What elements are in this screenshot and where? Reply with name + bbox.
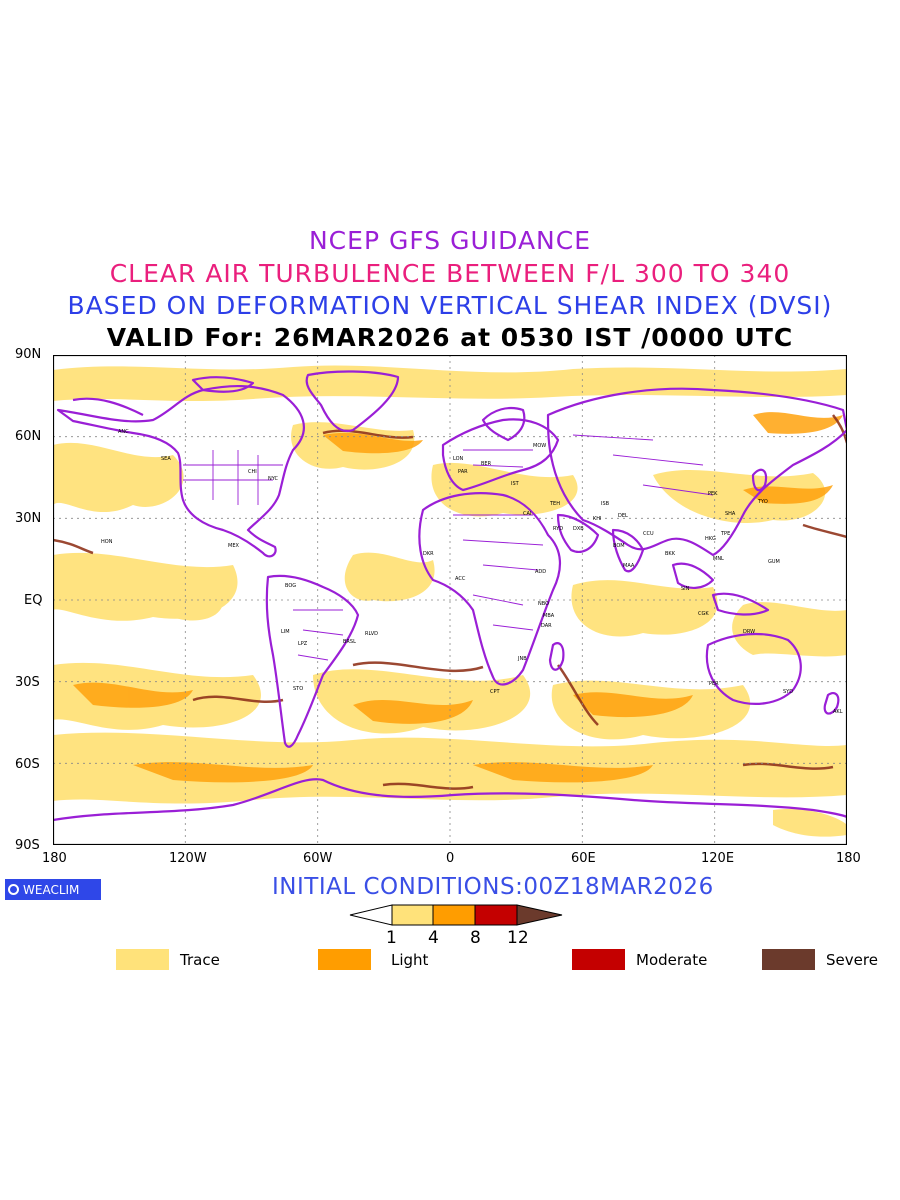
svg-text:BER: BER: [481, 461, 492, 467]
svg-text:LON: LON: [453, 456, 464, 462]
svg-text:IST: IST: [511, 481, 520, 487]
svg-text:RLVD: RLVD: [365, 631, 378, 637]
legend-label-light: Light: [391, 951, 429, 969]
colorbar-tick-4: 4: [428, 928, 439, 948]
svg-text:MAA: MAA: [623, 563, 635, 569]
svg-text:GUM: GUM: [768, 559, 780, 565]
svg-text:JNB: JNB: [517, 656, 527, 662]
colorbar-tick-1: 1: [386, 928, 397, 948]
svg-text:BKK: BKK: [665, 551, 676, 557]
svg-text:DEL: DEL: [618, 513, 628, 519]
colorbar-moderate: [474, 904, 518, 926]
svg-text:TYO: TYO: [757, 499, 768, 505]
svg-text:AKL: AKL: [833, 709, 843, 715]
legend-label-moderate: Moderate: [636, 951, 708, 969]
svg-text:MEX: MEX: [228, 543, 239, 549]
lat-label-90n: 90N: [15, 347, 42, 362]
svg-text:TEH: TEH: [549, 501, 560, 507]
svg-text:BOG: BOG: [285, 583, 296, 589]
svg-text:CGK: CGK: [698, 611, 709, 617]
svg-text:ADD: ADD: [535, 569, 546, 575]
lat-label-eq: EQ: [24, 593, 43, 608]
svg-text:SYD: SYD: [783, 689, 793, 695]
lon-label-120e: 120E: [701, 851, 735, 866]
lat-label-90s: 90S: [15, 838, 40, 853]
svg-text:STO: STO: [293, 686, 303, 692]
svg-text:CPT: CPT: [490, 689, 501, 695]
svg-text:KHI: KHI: [593, 516, 602, 522]
svg-text:MBA: MBA: [543, 613, 555, 619]
valid-time: VALID For: 26MAR2026 at 0530 IST /0000 U…: [106, 323, 794, 352]
legend-swatch-severe: [762, 949, 815, 970]
logo-text: WEACLIM: [23, 882, 80, 897]
colorbar-under: [349, 904, 393, 926]
svg-text:NBO: NBO: [538, 601, 549, 607]
svg-text:SEA: SEA: [161, 456, 171, 462]
lat-label-60n: 60N: [15, 429, 42, 444]
turbulence-map: ANC HON MEX BOG LIM LPZ STO BRSL RLVD DK…: [53, 355, 847, 845]
svg-text:PEK: PEK: [708, 491, 718, 497]
colorbar-trace: [391, 904, 434, 926]
lon-label-60e: 60E: [571, 851, 596, 866]
svg-text:LPZ: LPZ: [298, 641, 308, 647]
legend-swatch-light: [318, 949, 371, 970]
colorbar-tick-8: 8: [470, 928, 481, 948]
turbulence-field: [53, 365, 847, 837]
colorbar-severe: [516, 904, 563, 926]
legend-label-trace: Trace: [180, 951, 220, 969]
lon-label-60w: 60W: [303, 851, 333, 866]
legend-label-severe: Severe: [826, 951, 878, 969]
svg-text:ACC: ACC: [455, 576, 466, 582]
svg-text:NYC: NYC: [268, 476, 279, 482]
svg-text:MNL: MNL: [713, 556, 724, 562]
svg-text:DKR: DKR: [423, 551, 434, 557]
svg-text:PER: PER: [709, 681, 719, 687]
svg-text:PAR: PAR: [458, 469, 468, 475]
svg-text:MOW: MOW: [533, 443, 546, 449]
station-labels: ANC HON MEX BOG LIM LPZ STO BRSL RLVD DK…: [101, 429, 843, 715]
logo-ring-icon: [8, 884, 19, 895]
lat-label-30n: 30N: [15, 511, 42, 526]
lon-label-0: 0: [446, 851, 455, 866]
svg-text:BOM: BOM: [613, 543, 625, 549]
svg-text:BRSL: BRSL: [343, 639, 356, 645]
title-line-3: BASED ON DEFORMATION VERTICAL SHEAR INDE…: [67, 291, 833, 320]
legend-swatch-trace: [116, 949, 169, 970]
colorbar-tick-12: 12: [507, 928, 529, 948]
svg-text:ANC: ANC: [118, 429, 129, 435]
svg-text:HON: HON: [101, 539, 113, 545]
lat-label-30s: 30S: [15, 675, 40, 690]
legend-swatch-moderate: [572, 949, 625, 970]
initial-conditions: INITIAL CONDITIONS:00Z18MAR2026: [272, 874, 714, 900]
lon-label-180e: 180: [836, 851, 861, 866]
svg-text:CCU: CCU: [643, 531, 654, 537]
svg-text:DRW: DRW: [743, 629, 755, 635]
svg-text:TPE: TPE: [720, 531, 730, 537]
svg-text:CAI: CAI: [523, 511, 531, 517]
svg-text:DAR: DAR: [541, 623, 552, 629]
svg-text:CHI: CHI: [248, 469, 257, 475]
svg-text:RYD: RYD: [553, 526, 563, 532]
lon-label-180w: 180: [42, 851, 67, 866]
colorbar: [349, 904, 563, 926]
borders: [183, 434, 714, 661]
coastlines: [53, 370, 847, 822]
title-line-2: CLEAR AIR TURBULENCE BETWEEN F/L 300 TO …: [109, 259, 791, 288]
title-line-1: NCEP GFS GUIDANCE: [308, 226, 591, 255]
lat-label-60s: 60S: [15, 757, 40, 772]
svg-text:DXB: DXB: [573, 526, 584, 532]
svg-text:SIN: SIN: [681, 586, 690, 592]
colorbar-light: [432, 904, 476, 926]
svg-text:SHA: SHA: [725, 511, 736, 517]
weaclim-logo: WEACLIM: [5, 879, 101, 900]
svg-text:ISB: ISB: [601, 501, 610, 507]
svg-text:LIM: LIM: [281, 629, 290, 635]
svg-text:HKG: HKG: [705, 536, 716, 542]
lon-label-120w: 120W: [169, 851, 207, 866]
